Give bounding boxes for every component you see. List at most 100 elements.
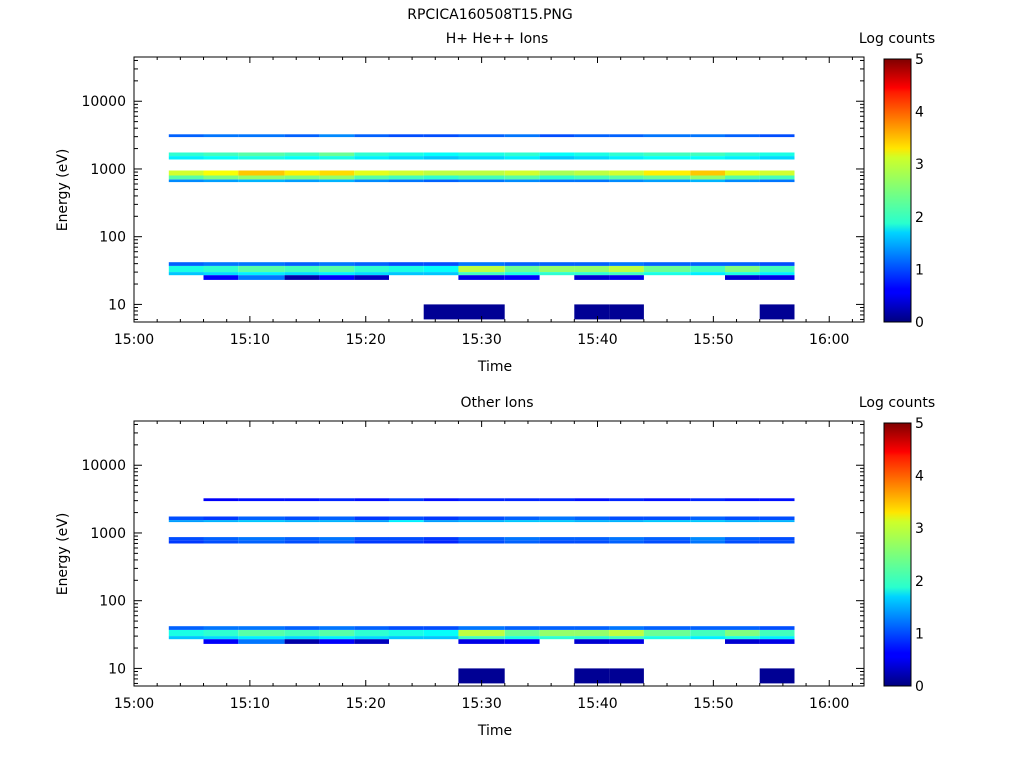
- heatmap-cell: [643, 516, 691, 521]
- heatmap-cell: [319, 272, 355, 276]
- heatmap-cell: [759, 537, 795, 541]
- heatmap-cell: [423, 156, 459, 160]
- heatmap-cell: [354, 639, 389, 644]
- heatmap-cell: [354, 516, 389, 521]
- heatmap-cell: [168, 170, 204, 176]
- x-tick-label: 16:00: [809, 696, 849, 712]
- heatmap-cell: [423, 629, 459, 637]
- heatmap-cell: [759, 152, 795, 157]
- heatmap-cell: [609, 175, 644, 180]
- heatmap-cell: [284, 639, 320, 644]
- heatmap-cell: [643, 537, 691, 541]
- heatmap-cell: [504, 639, 540, 644]
- heatmap-cell: [168, 175, 204, 180]
- heatmap-cell: [354, 152, 389, 157]
- heatmap-cell: [725, 152, 760, 157]
- heatmap-cell: [574, 520, 610, 523]
- heatmap-cell: [458, 629, 505, 637]
- colorbar: 0 1 2 3 4 5: [883, 416, 924, 695]
- heatmap-cell: [423, 537, 459, 541]
- heatmap-cell: [539, 498, 575, 502]
- heatmap-cell: [168, 540, 204, 544]
- heatmap-cell: [319, 152, 355, 157]
- heatmap-cell: [539, 175, 575, 180]
- heatmap-cell: [319, 520, 355, 523]
- heatmap-cell: [690, 629, 725, 637]
- heatmap-cell: [458, 170, 505, 176]
- heatmap-cell: [759, 170, 795, 176]
- heatmap-cell: [643, 175, 691, 180]
- heatmap-cell: [539, 134, 575, 138]
- heatmap-cell: [354, 540, 389, 544]
- heatmap-cell: [458, 272, 505, 276]
- heatmap-cell: [759, 175, 795, 180]
- heatmap-cell: [238, 170, 285, 176]
- heatmap-cell: [458, 275, 505, 280]
- heatmap-cell: [759, 540, 795, 544]
- x-tick-label: 15:30: [461, 332, 501, 348]
- heatmap-cell: [759, 272, 795, 276]
- heatmap-cell: [539, 520, 575, 523]
- heatmap-cell: [609, 262, 644, 266]
- heatmap-cell: [388, 629, 424, 637]
- heatmap-cell: [458, 520, 505, 523]
- heatmap-cell: [725, 520, 760, 523]
- heatmap-cell: [388, 175, 424, 180]
- heatmap-cell: [504, 498, 540, 502]
- heatmap-cell: [690, 498, 725, 502]
- heatmap-cell: [388, 636, 424, 640]
- heatmap-cell: [458, 540, 505, 544]
- heatmap-cell: [284, 265, 320, 273]
- heatmap-cell: [574, 179, 610, 183]
- heatmap-cell: [759, 668, 795, 684]
- heatmap-cell: [319, 275, 355, 280]
- heatmap-cell: [388, 262, 424, 266]
- heatmap-cell: [759, 304, 795, 320]
- heatmap-cell: [458, 626, 505, 630]
- heatmap-cell: [609, 639, 644, 644]
- heatmap-cell: [458, 152, 505, 157]
- heatmap-cell: [238, 629, 285, 637]
- heatmap-cell: [388, 156, 424, 160]
- heatmap-cell: [388, 516, 424, 521]
- heatmap-cell: [759, 636, 795, 640]
- heatmap-cell: [319, 516, 355, 521]
- heatmap-cell: [423, 540, 459, 544]
- heatmap-cell: [574, 156, 610, 160]
- x-axis-label: Time: [477, 723, 512, 739]
- heatmap-cell: [609, 134, 644, 138]
- heatmap-cell: [423, 152, 459, 157]
- heatmap-cell: [539, 537, 575, 541]
- heatmap-cell: [725, 540, 760, 544]
- x-tick-label: 15:10: [230, 332, 270, 348]
- colorbar-tick-label: 5: [915, 52, 924, 68]
- heatmap-cell: [238, 156, 285, 160]
- heatmap-cell: [539, 152, 575, 157]
- heatmap-cell: [319, 629, 355, 637]
- x-tick-label: 15:50: [693, 696, 733, 712]
- x-axis: 15:00 15:10 15:20 15:30 15:40 15:50 16:00: [114, 57, 853, 348]
- heatmap-cell: [458, 179, 505, 183]
- heatmap-cell: [504, 520, 540, 523]
- heatmap-cell: [643, 152, 691, 157]
- heatmap-cell: [539, 626, 575, 630]
- colorbar-tick-label: 3: [915, 521, 924, 537]
- heatmap-cell: [203, 516, 239, 521]
- heatmap-cell: [203, 272, 239, 276]
- heatmap-cell: [504, 134, 540, 138]
- y-axis-label: Energy (eV): [55, 149, 71, 232]
- heatmap-cell: [539, 179, 575, 183]
- colorbar: 0 1 2 3 4 5: [883, 52, 924, 331]
- heatmap-cell: [609, 516, 644, 521]
- heatmap-cell: [539, 516, 575, 521]
- heatmap-cell: [168, 152, 204, 157]
- heatmap-cell: [388, 520, 424, 523]
- heatmap-cell: [319, 262, 355, 266]
- heatmap-cell: [423, 262, 459, 266]
- heatmap-cell: [423, 636, 459, 640]
- heatmap-cell: [203, 629, 239, 637]
- heatmap-cell: [643, 134, 691, 138]
- heatmap-cell: [725, 516, 760, 521]
- heatmap-cell: [504, 540, 540, 544]
